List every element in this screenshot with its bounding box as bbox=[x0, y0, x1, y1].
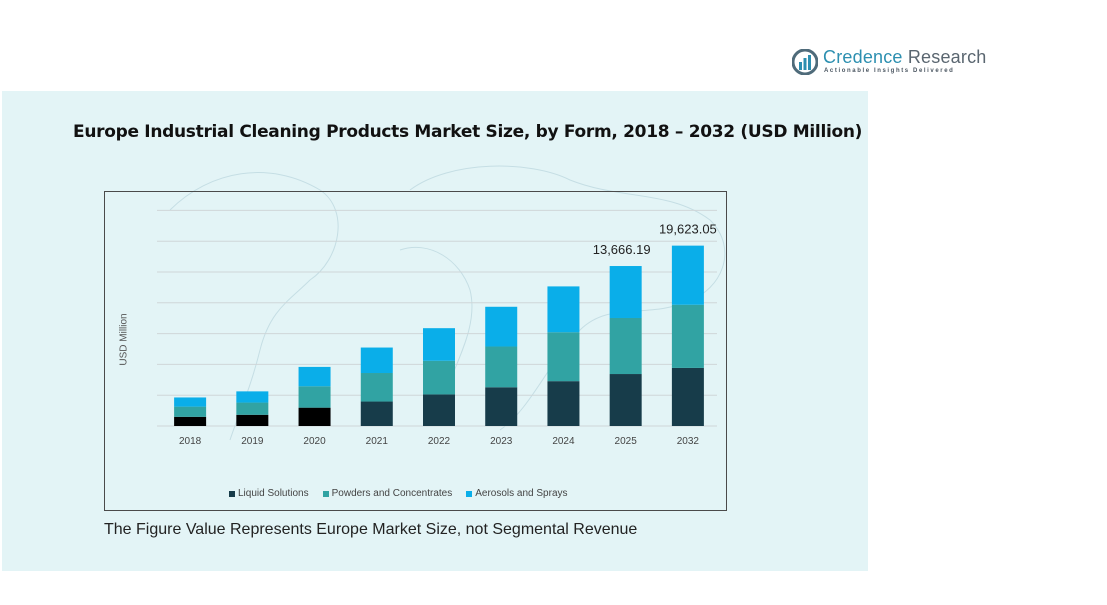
x-tick-label: 2023 bbox=[490, 436, 513, 447]
data-label-2032: 19,623.05 bbox=[659, 222, 717, 237]
x-tick-label: 2025 bbox=[615, 436, 638, 447]
bar-liquid-solutions-2020 bbox=[298, 407, 331, 426]
legend-label-liquid-solutions: Liquid Solutions bbox=[238, 488, 309, 499]
bar-aerosols-and-sprays-2018 bbox=[174, 397, 207, 407]
bar-liquid-solutions-2023 bbox=[485, 387, 518, 426]
credence-logo-icon bbox=[792, 49, 818, 75]
bar-powders-and-concentrates-2019 bbox=[236, 402, 269, 415]
brand-tagline: Actionable Insights Delivered bbox=[824, 68, 955, 74]
bar-aerosols-and-sprays-2024 bbox=[547, 286, 580, 333]
bar-powders-and-concentrates-2022 bbox=[423, 360, 455, 395]
chart-plot: 2018 2019 2020 2021 2022 2023 2024 2025 13,666.1… bbox=[157, 209, 717, 447]
bar-aerosols-and-sprays-2022 bbox=[423, 328, 455, 361]
legend-swatch-liquid-solutions bbox=[229, 490, 235, 497]
x-tick-label: 2020 bbox=[303, 436, 326, 447]
legend-swatch-aerosols-and-sprays bbox=[466, 490, 473, 497]
bar-powders-and-concentrates-2025 bbox=[609, 317, 642, 375]
legend-swatch-powders-and-concentrates bbox=[322, 490, 329, 497]
bar-aerosols-and-sprays-2032 bbox=[671, 245, 704, 305]
bar-liquid-solutions-2021 bbox=[360, 401, 393, 426]
y-axis-label: USD Million bbox=[118, 313, 130, 366]
x-tick-label: 2032 bbox=[677, 436, 700, 447]
data-label-2025: 13,666.19 bbox=[593, 242, 651, 257]
chart-legend: Liquid Solutions Powders and Concentrate… bbox=[229, 488, 568, 499]
bar-liquid-solutions-2032 bbox=[671, 367, 704, 426]
x-tick-label: 2021 bbox=[366, 436, 389, 447]
bar-liquid-solutions-2025 bbox=[609, 374, 642, 426]
bar-powders-and-concentrates-2032 bbox=[671, 304, 704, 368]
bar-powders-and-concentrates-2018 bbox=[174, 406, 207, 417]
x-tick-label: 2019 bbox=[241, 436, 264, 447]
bar-liquid-solutions-2024 bbox=[547, 381, 580, 426]
bar-aerosols-and-sprays-2021 bbox=[360, 347, 393, 374]
brand-name: Credence Research bbox=[823, 47, 987, 68]
chart-title: Europe Industrial Cleaning Products Mark… bbox=[73, 122, 863, 142]
legend-item-powders-and-concentrates: Powders and Concentrates bbox=[322, 488, 453, 499]
bar-powders-and-concentrates-2023 bbox=[485, 346, 518, 388]
bar-powders-and-concentrates-2020 bbox=[298, 386, 331, 408]
bar-liquid-solutions-2022 bbox=[423, 394, 455, 426]
bar-liquid-solutions-2018 bbox=[174, 416, 207, 426]
legend-item-aerosols-and-sprays: Aerosols and Sprays bbox=[466, 488, 568, 499]
legend-item-liquid-solutions: Liquid Solutions bbox=[229, 488, 309, 499]
legend-label-aerosols-and-sprays: Aerosols and Sprays bbox=[475, 488, 568, 499]
bar-aerosols-and-sprays-2023 bbox=[485, 306, 518, 347]
chart-footnote: The Figure Value Represents Europe Marke… bbox=[104, 521, 638, 538]
brand-name-part1: Credence bbox=[823, 47, 903, 67]
bar-aerosols-and-sprays-2020 bbox=[298, 366, 331, 387]
bar-powders-and-concentrates-2024 bbox=[547, 332, 580, 382]
x-tick-label: 2018 bbox=[179, 436, 202, 447]
chart-area: 2018 2019 2020 2021 2022 2023 2024 2025 13,666.1… bbox=[104, 191, 727, 511]
bar-aerosols-and-sprays-2019 bbox=[236, 391, 269, 403]
bar-liquid-solutions-2019 bbox=[236, 414, 269, 426]
x-tick-label: 2024 bbox=[552, 436, 575, 447]
bar-aerosols-and-sprays-2025 bbox=[609, 266, 642, 318]
brand-name-part2: Research bbox=[907, 47, 987, 67]
bar-powders-and-concentrates-2021 bbox=[360, 373, 393, 402]
x-tick-label: 2022 bbox=[428, 436, 451, 447]
legend-label-powders-and-concentrates: Powders and Concentrates bbox=[331, 488, 453, 499]
